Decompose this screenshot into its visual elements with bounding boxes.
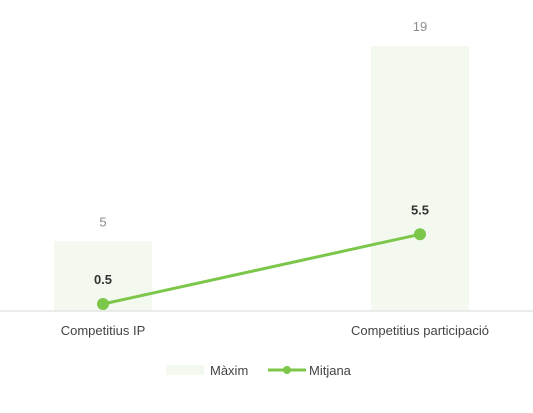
line-value-label-competitius-ip: 0.5 bbox=[94, 272, 112, 287]
line-series-mitjana bbox=[102, 232, 421, 306]
line-point-1 bbox=[414, 228, 426, 241]
line-point-0 bbox=[97, 298, 109, 311]
legend-swatch-maxim bbox=[166, 365, 204, 375]
line-value-label-competitius-participacio: 5.5 bbox=[411, 202, 429, 217]
bar-value-label-competitius-ip: 5 bbox=[99, 214, 106, 229]
bar-1 bbox=[371, 46, 469, 311]
legend-label-maxim: Màxim bbox=[210, 363, 248, 378]
legend: Màxim Mitjana bbox=[166, 363, 352, 378]
category-label-competitius-ip: Competitius IP bbox=[61, 323, 146, 338]
plot-area bbox=[54, 46, 469, 311]
bar-value-label-competitius-participacio: 19 bbox=[413, 19, 427, 34]
category-label-competitius-participacio: Competitius participació bbox=[351, 323, 489, 338]
legend-label-mitjana: Mitjana bbox=[309, 363, 352, 378]
legend-swatch-mitjana-marker bbox=[283, 366, 291, 374]
